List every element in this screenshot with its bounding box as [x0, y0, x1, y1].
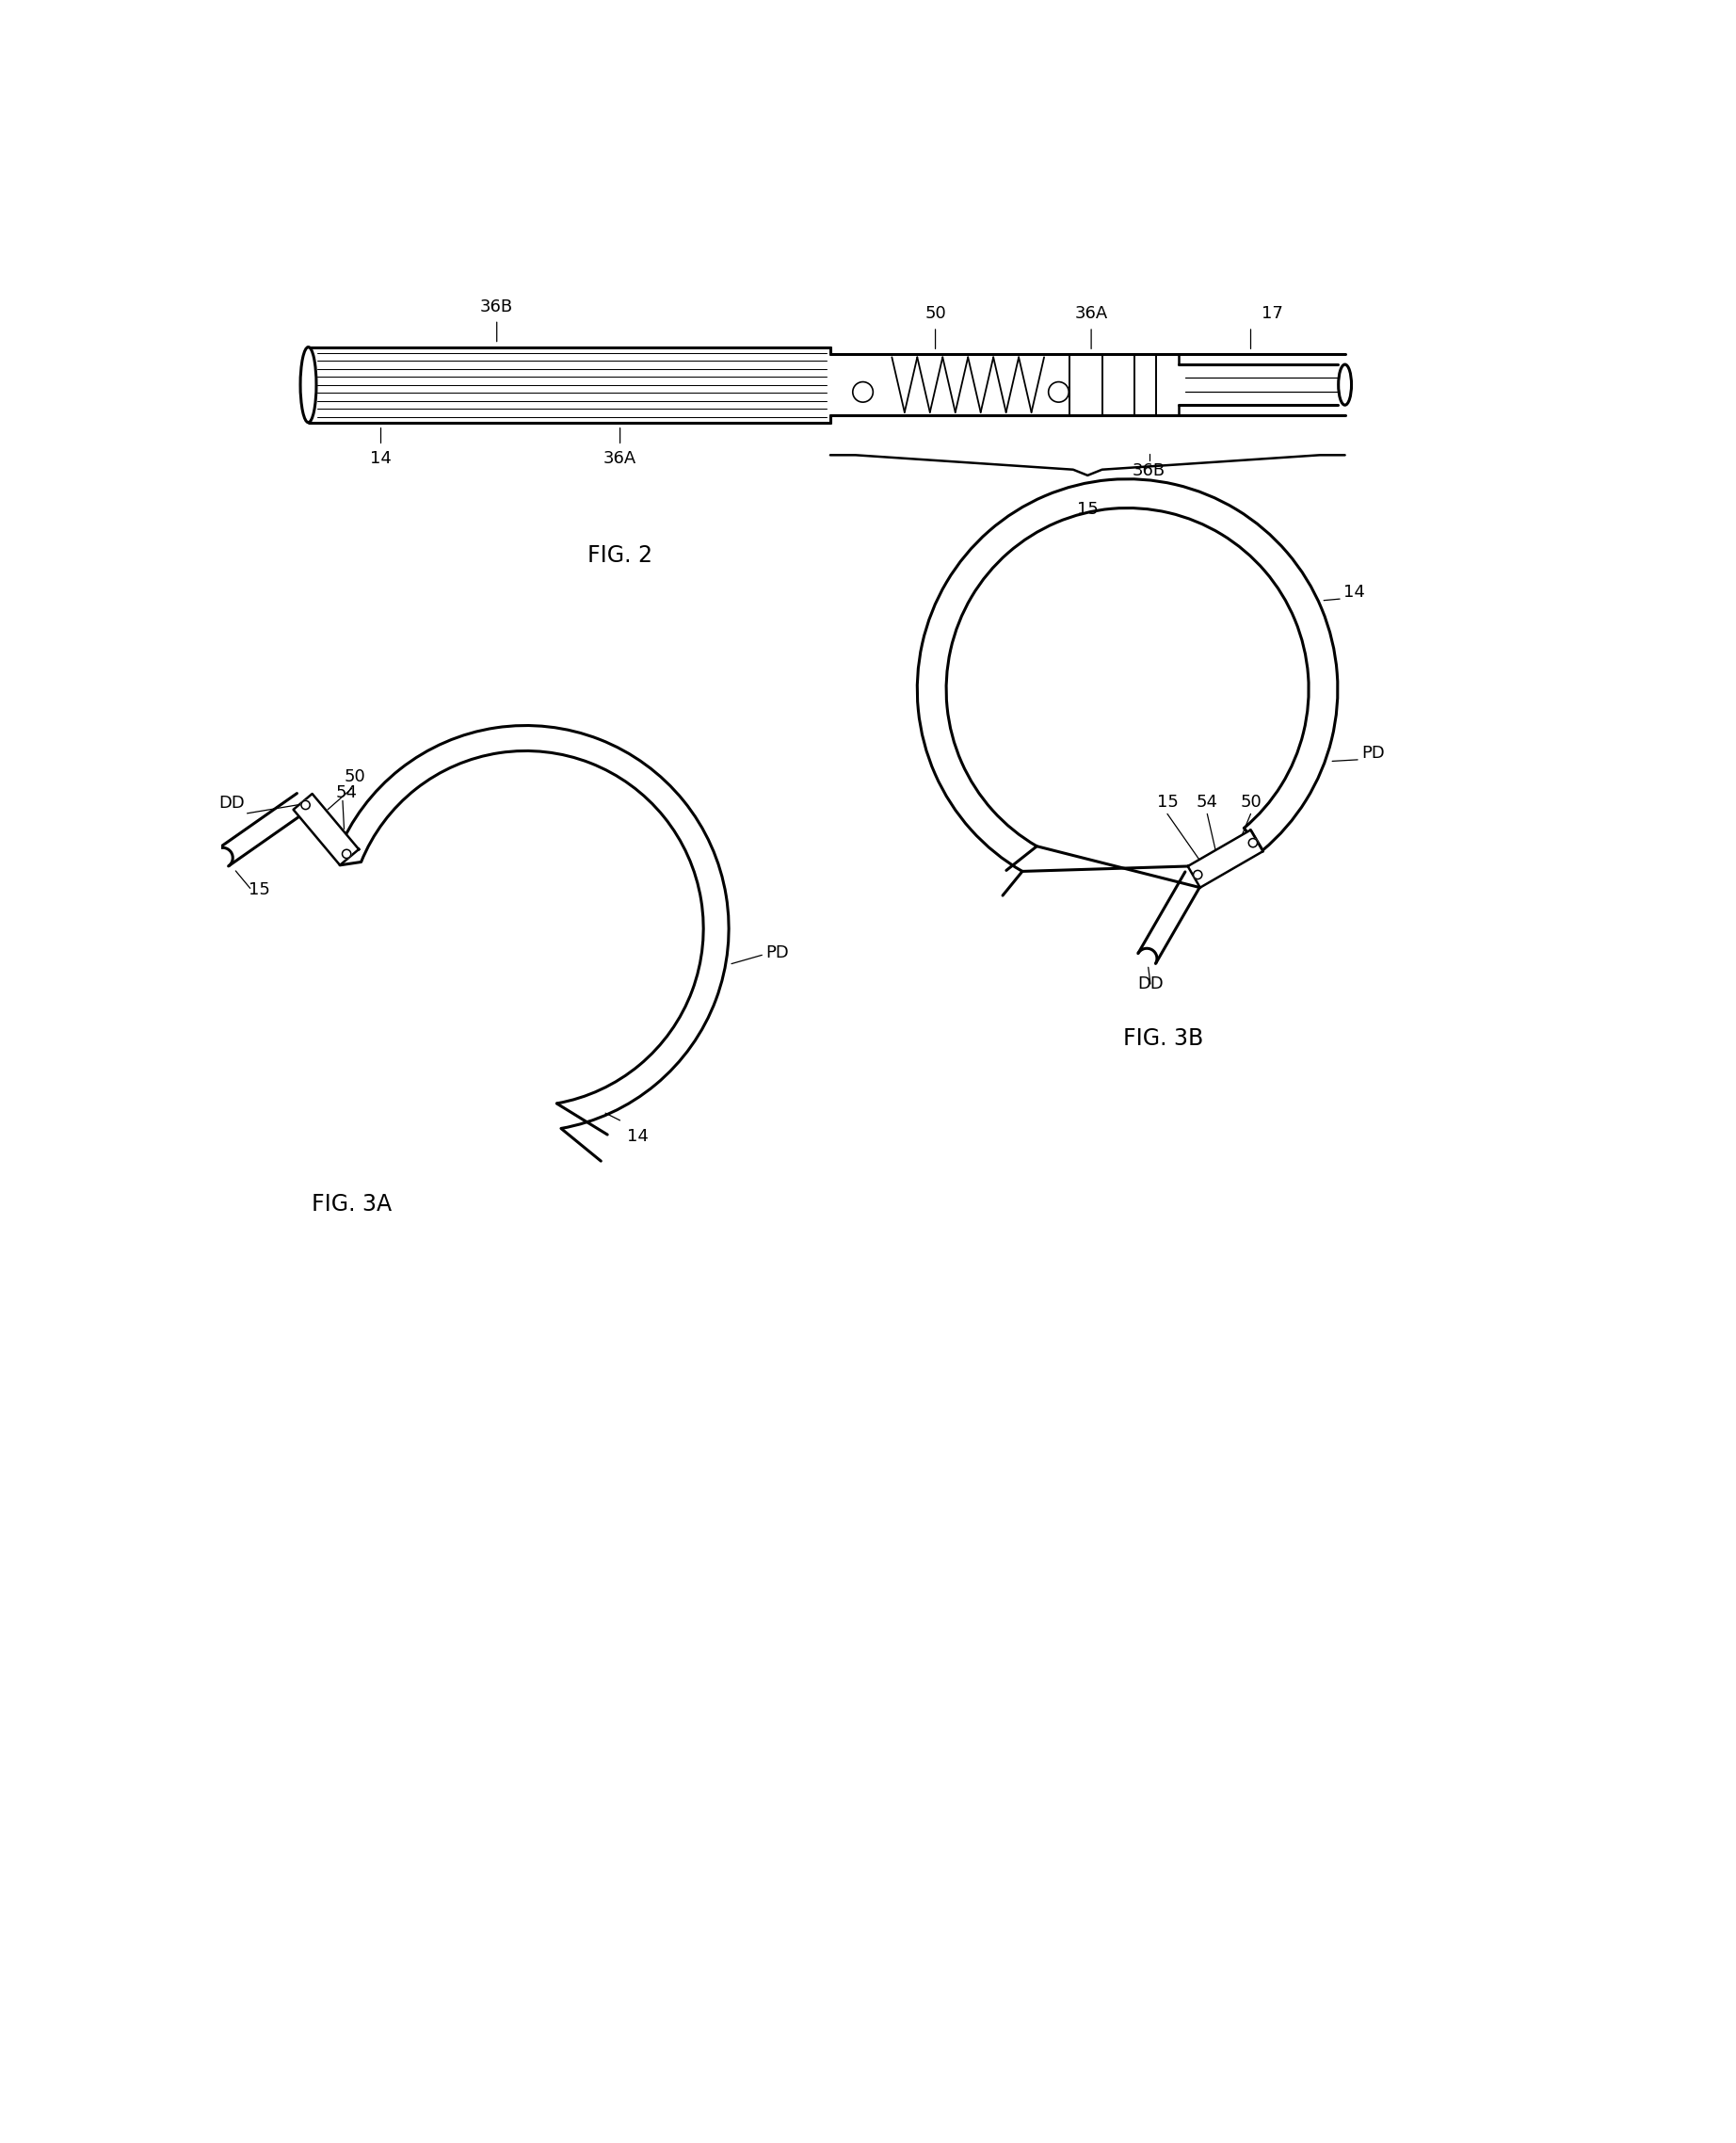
Circle shape [1193, 870, 1201, 879]
Text: FIG. 2: FIG. 2 [587, 544, 653, 568]
Text: 15: 15 [248, 881, 269, 898]
Text: 54: 54 [335, 784, 358, 801]
Text: 36B: 36B [481, 298, 514, 315]
Text: PD: PD [1361, 744, 1385, 761]
Circle shape [1049, 381, 1069, 403]
Text: 15: 15 [1156, 793, 1179, 810]
Text: 14: 14 [370, 450, 392, 467]
Text: PD: PD [766, 945, 788, 962]
Text: 36A: 36A [1075, 306, 1108, 321]
Text: 50: 50 [345, 767, 366, 784]
Text: 36B: 36B [1132, 463, 1167, 480]
Circle shape [1248, 838, 1257, 846]
Text: 54: 54 [1196, 793, 1219, 810]
Polygon shape [1187, 829, 1262, 887]
Circle shape [302, 801, 311, 810]
Text: 14: 14 [1344, 583, 1364, 600]
Circle shape [852, 381, 873, 403]
Circle shape [342, 849, 351, 857]
Text: 15: 15 [1076, 501, 1099, 519]
Text: FIG. 3B: FIG. 3B [1123, 1026, 1203, 1050]
Text: DD: DD [1137, 975, 1163, 992]
Text: FIG. 3A: FIG. 3A [312, 1194, 392, 1215]
Polygon shape [293, 793, 359, 866]
Text: DD: DD [219, 795, 245, 812]
Ellipse shape [300, 347, 316, 422]
Text: 50: 50 [925, 306, 946, 321]
Ellipse shape [1338, 364, 1351, 405]
Text: 17: 17 [1262, 306, 1283, 321]
Text: 14: 14 [627, 1127, 649, 1144]
Text: 36A: 36A [604, 450, 637, 467]
Text: 50: 50 [1240, 793, 1262, 810]
